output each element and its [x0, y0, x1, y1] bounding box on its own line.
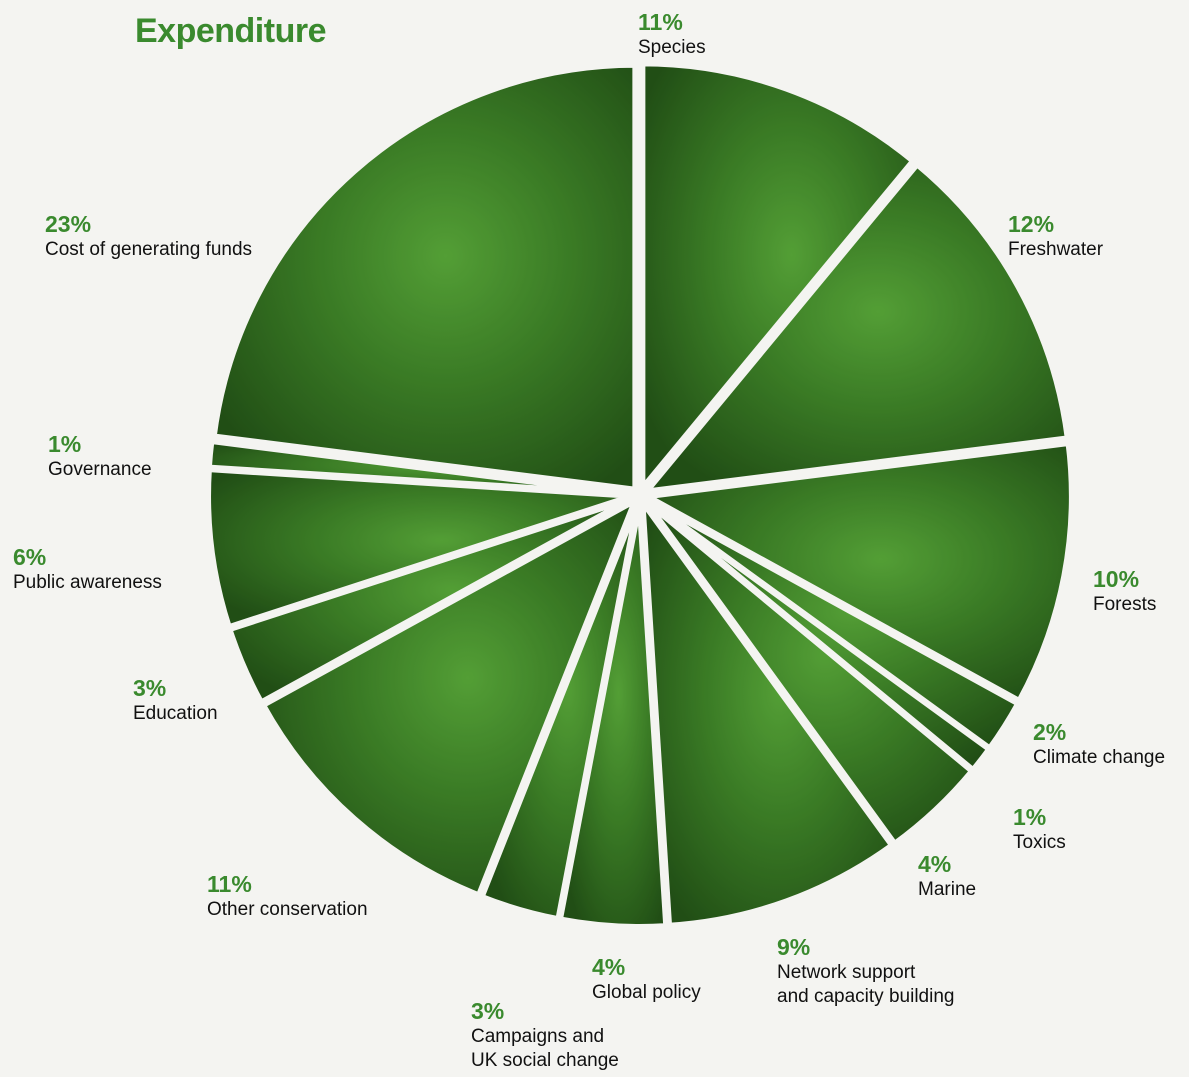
chart-title: Expenditure — [135, 12, 326, 50]
slice-label: 2% Climate change — [1033, 718, 1165, 770]
value-label: 4% — [592, 954, 626, 980]
slice-label: 1% Toxics — [1013, 803, 1066, 855]
slice-label: 3% Campaigns and UK social change — [471, 997, 619, 1073]
category-label: Freshwater — [1008, 239, 1104, 260]
category-label: Climate change — [1033, 747, 1166, 768]
category-label: Toxics — [1013, 832, 1066, 853]
category-label: Marine — [918, 879, 977, 900]
value-label: 10% — [1093, 566, 1140, 592]
value-label: 23% — [45, 211, 92, 237]
value-label: 1% — [1013, 804, 1047, 830]
value-label: 3% — [471, 998, 505, 1024]
slice-label: 3% Education — [133, 674, 218, 726]
value-label: 12% — [1008, 211, 1055, 237]
category-label: Species — [638, 37, 706, 58]
value-label: 9% — [777, 934, 811, 960]
value-label: 3% — [133, 675, 167, 701]
category-label: Other conservation — [207, 899, 368, 920]
value-label: 6% — [13, 544, 47, 570]
value-label: 4% — [918, 851, 952, 877]
slice-label: 11% Species — [638, 8, 706, 60]
category-label: Network support and capacity building — [777, 962, 955, 1007]
category-label: Public awareness — [13, 572, 162, 593]
value-label: 11% — [207, 871, 252, 897]
category-label: Forests — [1093, 594, 1157, 615]
category-label: Campaigns and UK social change — [471, 1026, 619, 1071]
pie-slice — [210, 61, 639, 494]
category-label: Cost of generating funds — [45, 239, 253, 260]
slice-label: 10% Forests — [1093, 565, 1156, 617]
value-label: 2% — [1033, 719, 1067, 745]
value-label: 1% — [48, 431, 82, 457]
slice-label: 4% Global policy — [592, 953, 701, 1005]
value-label: 11% — [638, 9, 683, 35]
category-label: Governance — [48, 459, 152, 480]
slice-label: 23% Cost of generating funds — [45, 210, 252, 262]
slice-label: 6% Public awareness — [13, 543, 162, 595]
slice-label: 11% Other conservation — [207, 870, 368, 922]
slice-label: 9% Network support and capacity building — [777, 933, 954, 1009]
slice-label: 12% Freshwater — [1008, 210, 1103, 262]
category-label: Global policy — [592, 982, 701, 1003]
slice-label: 1% Governance — [48, 430, 152, 482]
slice-label: 4% Marine — [918, 850, 976, 902]
category-label: Education — [133, 703, 218, 724]
